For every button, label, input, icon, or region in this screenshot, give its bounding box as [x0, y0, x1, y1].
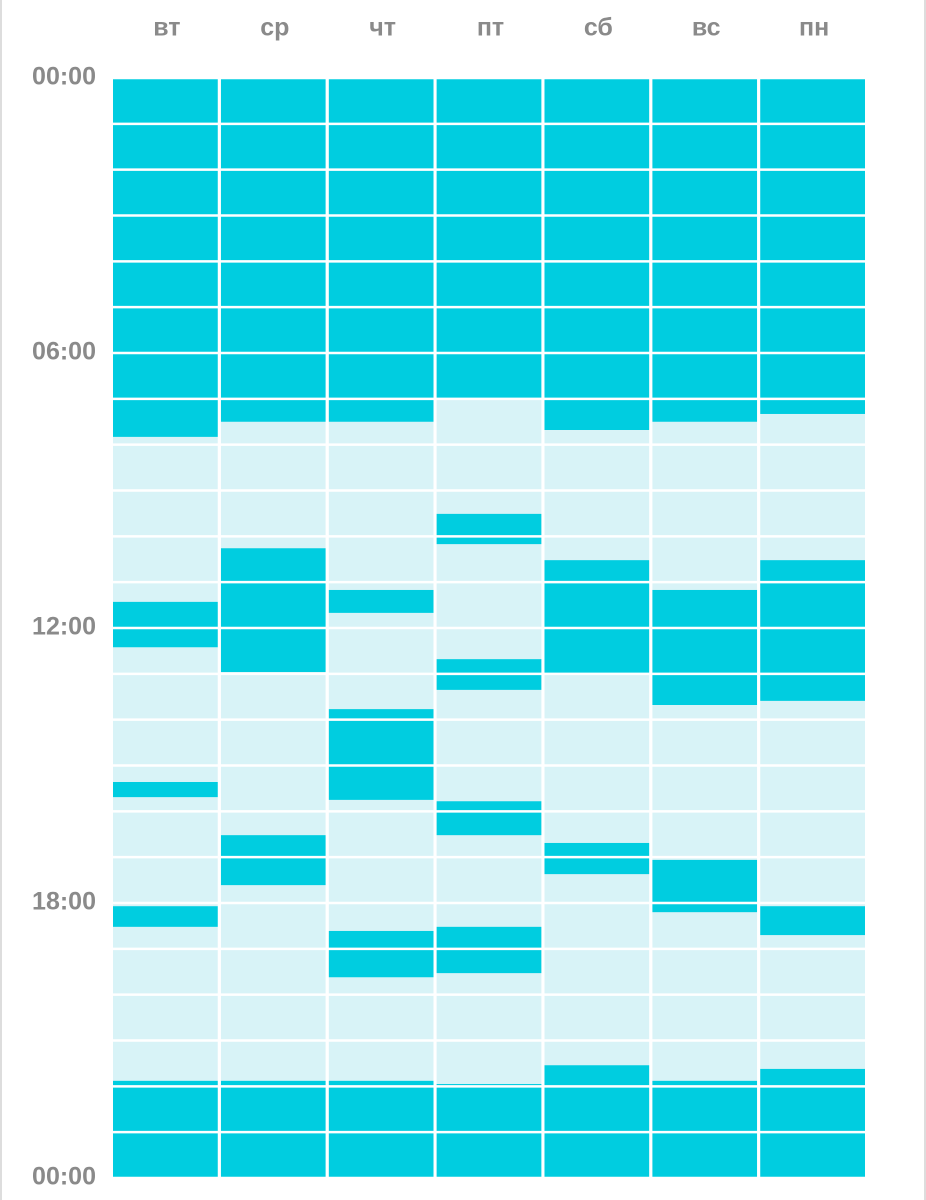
sleep-block [113, 78, 218, 437]
sleep-block [220, 835, 326, 886]
sleep-block [113, 1080, 218, 1178]
sleep-block [113, 601, 218, 648]
sleep-block [220, 548, 326, 672]
sleep-block [544, 560, 650, 673]
day-label: вс [692, 14, 721, 42]
sleep-block [113, 782, 218, 798]
sleep-block [328, 709, 434, 800]
sleep-block [652, 78, 758, 422]
sleep-block [328, 78, 434, 422]
y-tick-label: 00:00 [32, 1163, 96, 1191]
sleep-block [328, 589, 434, 613]
sleep-block [760, 78, 865, 414]
day-label: вт [153, 14, 180, 42]
sleep-block [328, 930, 434, 978]
sleep-block [436, 801, 542, 836]
sleep-block [760, 560, 865, 701]
sleep-block [544, 1065, 650, 1178]
sleep-block [220, 78, 326, 422]
sleep-block [544, 78, 650, 430]
y-tick-label: 06:00 [32, 338, 96, 366]
day-label: чт [369, 14, 396, 42]
sleep-block [436, 78, 542, 398]
y-tick-label: 18:00 [32, 888, 96, 916]
day-label: пн [799, 14, 829, 42]
sleep-block [220, 1080, 326, 1178]
sleep-block [652, 1080, 758, 1178]
y-tick-label: 00:00 [32, 63, 96, 91]
sleep-block [544, 842, 650, 875]
sleep-block [760, 906, 865, 936]
sleep-block [436, 513, 542, 545]
day-label: ср [260, 14, 289, 42]
day-label: сб [584, 14, 613, 42]
sleep-block [328, 1080, 434, 1178]
y-tick-label: 12:00 [32, 613, 96, 641]
sleep-block [652, 859, 758, 913]
sleep-block [113, 906, 218, 927]
sleep-block [652, 589, 758, 705]
day-label: пт [477, 14, 504, 42]
